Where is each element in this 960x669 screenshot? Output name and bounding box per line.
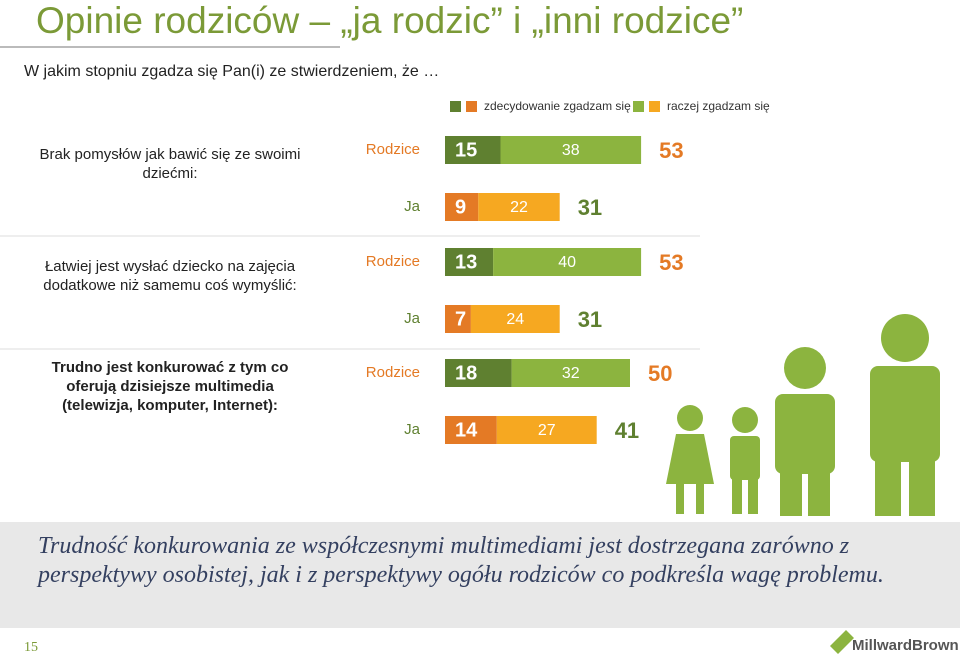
bar-segment: [493, 248, 642, 276]
row-label: Rodzice: [366, 141, 420, 158]
legend-label: raczej zgadzam się: [667, 99, 770, 113]
value-label: 7: [455, 308, 466, 330]
bar-segment: [511, 359, 630, 387]
group-label: Trudno jest konkurować z tym co oferują …: [51, 359, 289, 414]
group-label: Łatwiej jest wysłać dziecko na zajęcia d…: [43, 258, 297, 294]
family-figures: [666, 314, 940, 516]
subtitle: W jakim stopniu zgadza się Pan(i) ze stw…: [24, 63, 440, 80]
bar-segment: [445, 248, 494, 276]
conclusion: Trudność konkurowania ze współczesnymi m…: [38, 533, 884, 588]
value-label: 14: [455, 419, 478, 441]
legend-swatch: [649, 101, 660, 112]
row-label: Rodzice: [366, 253, 420, 270]
total-label: 50: [648, 361, 672, 386]
row-label: Ja: [404, 421, 421, 438]
value-label: 27: [538, 422, 556, 439]
row-label: Ja: [404, 310, 421, 327]
value-label: 18: [455, 362, 477, 384]
page-number: 15: [24, 640, 38, 655]
logo-icon: [830, 630, 854, 654]
value-label: 15: [455, 139, 477, 161]
bar-segment: [470, 305, 560, 333]
value-label: 38: [562, 142, 580, 159]
group-label: Brak pomysłów jak bawić się ze swoimi dz…: [39, 146, 301, 182]
bar-segment: [445, 193, 479, 221]
legend-swatch: [466, 101, 477, 112]
bar-segment: [496, 416, 597, 444]
logo: MillwardBrown: [852, 637, 959, 654]
legend-swatch: [450, 101, 461, 112]
total-label: 41: [615, 418, 639, 443]
slide-title: Opinie rodziców – „ja rodzic” i „inni ro…: [36, 0, 744, 41]
value-label: 40: [558, 254, 576, 271]
value-label: 13: [455, 251, 477, 273]
bar-segment: [445, 359, 512, 387]
value-label: 24: [506, 311, 524, 328]
total-label: 31: [578, 307, 602, 332]
legend-label: zdecydowanie zgadzam się: [484, 99, 631, 113]
bar-segment: [445, 136, 501, 164]
value-label: 9: [455, 196, 466, 218]
group-label-box: Łatwiej jest wysłać dziecko na zajęcia d…: [43, 258, 297, 294]
total-label: 31: [578, 195, 602, 220]
legend-swatch: [633, 101, 644, 112]
conclusion-band: [0, 522, 960, 628]
value-label: 32: [562, 365, 580, 382]
group-label-box: Brak pomysłów jak bawić się ze swoimi dz…: [39, 146, 301, 182]
bar-segment: [445, 416, 497, 444]
bar-segment: [478, 193, 560, 221]
row-label: Ja: [404, 198, 421, 215]
total-label: 53: [659, 138, 683, 163]
total-label: 53: [659, 250, 683, 275]
bar-segment: [445, 305, 471, 333]
row-label: Rodzice: [366, 364, 420, 381]
group-label-box: Trudno jest konkurować z tym co oferują …: [51, 359, 289, 414]
value-label: 22: [510, 199, 528, 216]
bar-segment: [500, 136, 642, 164]
